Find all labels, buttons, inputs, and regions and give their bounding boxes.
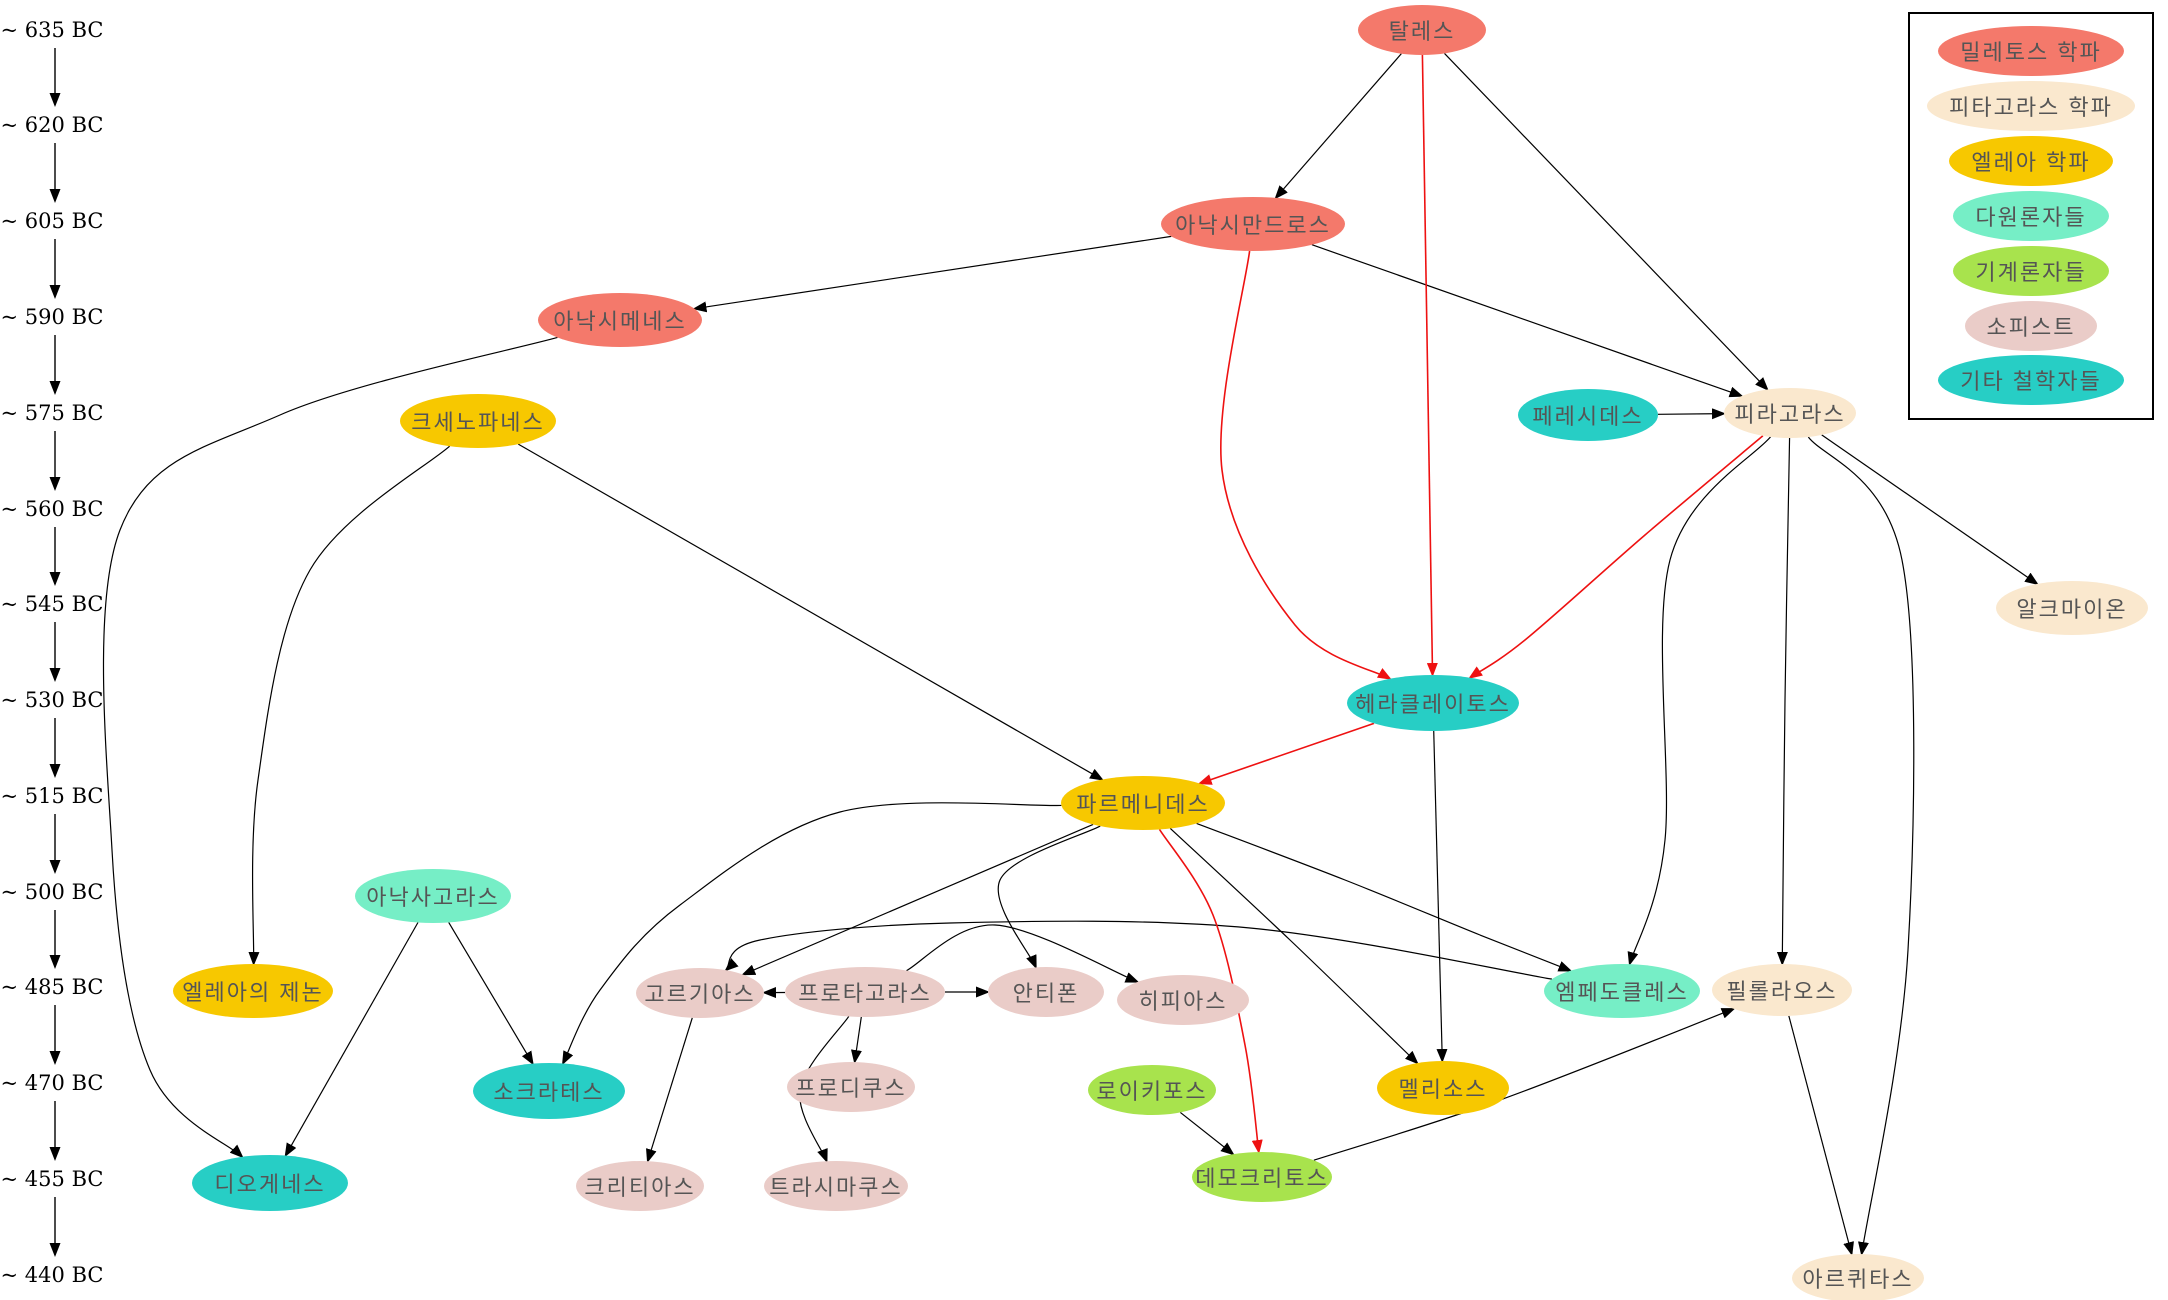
- edge-leucippus-to-democritus: [1179, 1111, 1235, 1156]
- node-heraclitus: 헤라클레이토스: [1347, 675, 1519, 731]
- edge-anaxagoras-to-socrates: [448, 922, 534, 1066]
- node-antiphon: 안티폰: [988, 967, 1104, 1017]
- timeline-label-470bc: ~ 470 BC: [0, 1071, 104, 1095]
- edge-pythagoras-to-archytas: [1807, 436, 1915, 1257]
- node-xenophanes: 크세노파네스: [400, 394, 556, 448]
- timeline-label-455bc: ~ 455 BC: [0, 1167, 104, 1191]
- timeline-label-485bc: ~ 485 BC: [0, 975, 104, 999]
- edge-anaximandros-to-heraclitus: [1220, 250, 1392, 680]
- legend-item-teal: 기타 철학자들: [1938, 355, 2124, 406]
- edge-thales-to-pythagoras: [1444, 52, 1769, 391]
- edge-parmenides-to-gorgias: [741, 823, 1094, 976]
- node-thrasymachus: 트라시마쿠스: [764, 1161, 908, 1211]
- node-thales: 탈레스: [1358, 5, 1486, 55]
- node-anaximenes: 아낙시메네스: [538, 293, 702, 347]
- node-democritus: 데모크리토스: [1192, 1152, 1332, 1202]
- timeline-label-530bc: ~ 530 BC: [0, 688, 104, 712]
- legend-item-aquamarine: 다원론자들: [1953, 190, 2109, 241]
- node-gorgias: 고르기아스: [636, 968, 764, 1018]
- legend-item-peach: 피타고라스 학파: [1927, 81, 2135, 132]
- node-socrates: 소크라테스: [473, 1063, 625, 1119]
- edge-empedocles-to-gorgias: [724, 920, 1553, 980]
- timeline-label-560bc: ~ 560 BC: [0, 497, 104, 521]
- legend-item-sophist: 소피스트: [1964, 300, 2098, 351]
- timeline-label-605bc: ~ 605 BC: [0, 209, 104, 233]
- timeline-label-545bc: ~ 545 BC: [0, 592, 104, 616]
- legend-item-salmon: 밀레토스 학파: [1938, 26, 2124, 77]
- edge-pherecydes-to-pythagoras: [1657, 408, 1727, 420]
- edge-thales-to-heraclitus: [1421, 54, 1438, 677]
- edge-xenophanes-to-parmenides: [517, 443, 1104, 781]
- edge-heraclitus-to-parmenides: [1197, 722, 1375, 785]
- edge-protagoras-to-prodicus: [850, 1016, 862, 1065]
- node-melissus: 멜리소스: [1377, 1061, 1509, 1115]
- node-prodicus: 프로디쿠스: [787, 1062, 915, 1112]
- timeline-label-440bc: ~ 440 BC: [0, 1263, 104, 1287]
- edge-pythagoras-to-alcmaeon: [1821, 434, 2039, 586]
- edge-parmenides-to-melissus: [1169, 828, 1419, 1065]
- node-anaxagoras: 아낙사고라스: [355, 869, 511, 923]
- node-philolaus: 필롤라오스: [1712, 964, 1852, 1016]
- edge-philolaus-to-archytas: [1788, 1015, 1854, 1257]
- edge-thales-to-anaximandros: [1274, 53, 1402, 200]
- edge-parmenides-to-empedocles: [1196, 822, 1573, 972]
- legend-item-mechanist: 기계론자들: [1953, 245, 2109, 296]
- node-leucippus: 로이키포스: [1088, 1065, 1216, 1115]
- edge-heraclitus-to-melissus: [1433, 730, 1448, 1063]
- edge-parmenides-to-democritus: [1158, 829, 1263, 1155]
- node-parmenides: 파르메니데스: [1061, 776, 1225, 830]
- edge-pythagoras-to-empedocles: [1627, 436, 1771, 967]
- edge-anaximenes-to-diogenes: [102, 336, 558, 1159]
- node-protagoras: 프로타고라스: [785, 967, 945, 1017]
- edge-gorgias-to-critias: [646, 1017, 693, 1164]
- node-diogenes: 디오게네스: [192, 1155, 348, 1211]
- influence-edges: [102, 52, 2039, 1257]
- timeline-label-515bc: ~ 515 BC: [0, 784, 104, 808]
- edge-pythagoras-to-philolaus: [1776, 437, 1791, 966]
- edge-anaximandros-to-anaximenes: [692, 235, 1172, 313]
- node-critias: 크리티아스: [576, 1161, 704, 1211]
- edge-anaxagoras-to-diogenes: [284, 922, 419, 1158]
- edge-parmenides-to-socrates: [561, 802, 1062, 1066]
- legend-item-gold: 엘레아 학파: [1949, 136, 2113, 187]
- node-pherecydes: 페레시데스: [1518, 389, 1658, 441]
- node-alcmaeon: 알크마이온: [1996, 581, 2148, 635]
- node-empedocles: 엠페도클레스: [1544, 964, 1700, 1018]
- edge-protagoras-to-hippias: [906, 924, 1140, 983]
- node-pythagoras: 피라고라스: [1724, 388, 1856, 438]
- node-hippias: 히피아스: [1117, 975, 1249, 1025]
- timeline-label-590bc: ~ 590 BC: [0, 305, 104, 329]
- timeline-label-575bc: ~ 575 BC: [0, 401, 104, 425]
- legend: 밀레토스 학파 피타고라스 학파 엘레아 학파 다원론자들 기계론자들 소피스트 기타 철학…: [1908, 12, 2154, 420]
- timeline-label-635bc: ~ 635 BC: [0, 18, 104, 42]
- edge-xenophanes-to-zeno: [248, 445, 451, 967]
- edge-anaximandros-to-pythagoras: [1311, 244, 1744, 398]
- edge-pythagoras-to-heraclitus: [1468, 435, 1764, 679]
- node-archytas: 아르퀴타스: [1792, 1254, 1924, 1300]
- node-zeno: 엘레아의 제논: [173, 964, 333, 1018]
- timeline-label-500bc: ~ 500 BC: [0, 880, 104, 904]
- timeline-label-620bc: ~ 620 BC: [0, 113, 104, 137]
- node-anaximandros: 아낙시만드로스: [1161, 197, 1345, 251]
- edge-parmenides-to-antiphon: [997, 825, 1101, 970]
